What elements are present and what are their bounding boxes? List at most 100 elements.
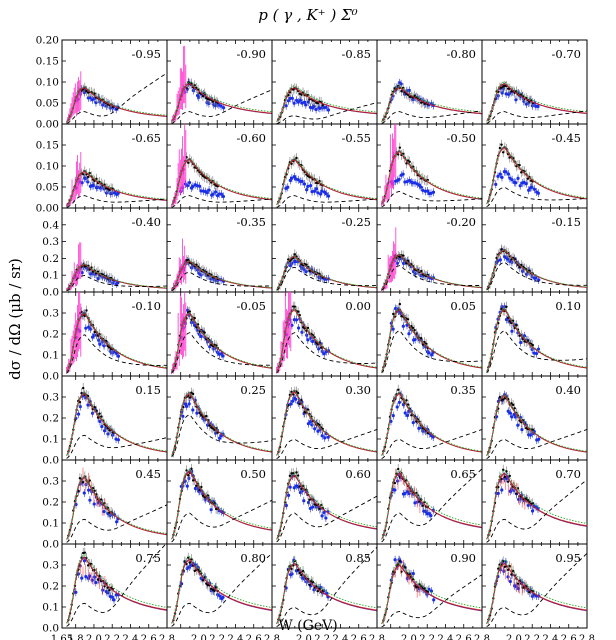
data-point-black — [193, 316, 196, 320]
model-curve-dashed — [66, 543, 167, 627]
y-tick-label: 0.2 — [42, 581, 59, 593]
panel-cos-label: -0.55 — [342, 131, 372, 145]
data-point-blue — [185, 184, 190, 188]
model-curve-red — [381, 473, 483, 540]
data-point-black — [300, 573, 303, 577]
data-point-black — [396, 467, 400, 471]
model-curve-dashed — [276, 266, 378, 291]
data-point-black — [295, 156, 298, 160]
model-curve-dashed — [381, 468, 483, 543]
data-point-black — [186, 474, 190, 477]
data-point-blue — [87, 488, 91, 492]
data-point-blue — [534, 351, 539, 356]
data-point-blue — [292, 486, 296, 490]
model-curve-red — [171, 261, 273, 291]
data-point-blue — [187, 181, 192, 185]
model-curve-dashed — [381, 574, 483, 628]
data-point-black — [526, 177, 530, 180]
data-point-blue — [302, 100, 307, 104]
data-point-black — [86, 175, 90, 179]
x-tick-label: 2.0 — [296, 634, 312, 640]
data-point-black — [103, 501, 106, 505]
y-tick-label: 0.4 — [42, 219, 59, 231]
data-point-blue — [195, 411, 199, 415]
data-point-blue — [304, 270, 308, 274]
model-curve-dotted — [381, 470, 483, 540]
model-curve-dotted — [486, 393, 588, 456]
model-curve-red — [486, 563, 588, 624]
data-point-blue — [187, 402, 191, 406]
data-point-black — [531, 343, 534, 347]
data-point-black — [392, 312, 395, 316]
model-curve-dashed — [486, 110, 588, 124]
data-point-blue — [92, 575, 97, 579]
model-curve-dashed — [66, 275, 168, 292]
data-point-blue — [112, 598, 116, 602]
y-tick-label: 0.10 — [36, 161, 59, 173]
data-point-black — [93, 92, 96, 95]
y-tick-label: 0.0 — [42, 539, 59, 551]
model-curve-red — [381, 151, 483, 205]
data-point-black — [190, 391, 193, 394]
model-curve-red — [276, 391, 378, 456]
data-point-black — [291, 472, 295, 475]
data-point-blue — [419, 185, 423, 189]
model-curve-dotted — [486, 469, 588, 540]
data-point-blue — [506, 172, 510, 176]
data-point-blue — [316, 429, 320, 433]
model-curve-red — [276, 87, 378, 122]
data-point-blue — [324, 192, 328, 196]
model-curve-dotted — [66, 170, 168, 206]
data-point-black — [298, 571, 301, 575]
model-curve-red — [171, 471, 273, 540]
data-point-blue — [116, 354, 121, 358]
model-curve-solid — [66, 475, 168, 540]
model-curve-dashed — [276, 495, 378, 543]
model-curve-red — [171, 159, 273, 206]
y-tick-label: 0.00 — [36, 119, 59, 131]
data-point-blue — [302, 182, 307, 186]
data-point-black — [500, 477, 503, 481]
y-tick-label: 0.2 — [42, 253, 59, 265]
data-point-black — [316, 589, 320, 593]
model-curve-dotted — [486, 559, 588, 624]
data-point-blue — [520, 269, 525, 273]
data-point-blue — [432, 598, 436, 602]
model-curve-dotted — [171, 260, 273, 291]
model-curve-dotted — [381, 85, 483, 122]
data-point-black — [518, 163, 521, 167]
data-point-blue — [530, 104, 534, 108]
panel-cos-label: 0.40 — [555, 383, 581, 397]
model-curve-red — [381, 309, 483, 372]
data-point-blue — [76, 412, 81, 416]
data-point-blue — [306, 100, 310, 104]
panel-cos-label: -0.25 — [342, 215, 372, 229]
data-point-blue — [520, 428, 524, 432]
model-curve-red — [66, 171, 167, 206]
data-point-blue — [397, 400, 401, 404]
model-curve-dashed — [171, 552, 273, 627]
data-point-blue — [403, 411, 407, 415]
data-point-blue — [496, 174, 500, 178]
data-point-blue — [500, 305, 504, 309]
data-point-black — [81, 173, 85, 176]
data-point-blue — [407, 491, 411, 496]
model-curve-red — [486, 249, 587, 290]
x-tick-label: 2.8 — [159, 634, 175, 640]
data-point-black — [190, 467, 193, 471]
data-point-black — [398, 302, 402, 306]
model-curve-dotted — [276, 472, 378, 540]
data-point-black — [98, 412, 101, 415]
x-tick-label: 1.65 — [51, 634, 73, 640]
data-point-black — [103, 585, 106, 588]
data-point-black — [500, 307, 503, 311]
data-point-black — [200, 485, 203, 489]
model-curve-red — [66, 313, 168, 373]
data-point-blue — [431, 190, 436, 194]
data-point-blue — [407, 88, 411, 92]
data-point-blue — [102, 429, 107, 433]
data-point-blue — [305, 333, 309, 337]
data-point-blue — [311, 505, 315, 509]
data-point-blue — [86, 403, 90, 407]
model-curve-red — [66, 264, 168, 291]
